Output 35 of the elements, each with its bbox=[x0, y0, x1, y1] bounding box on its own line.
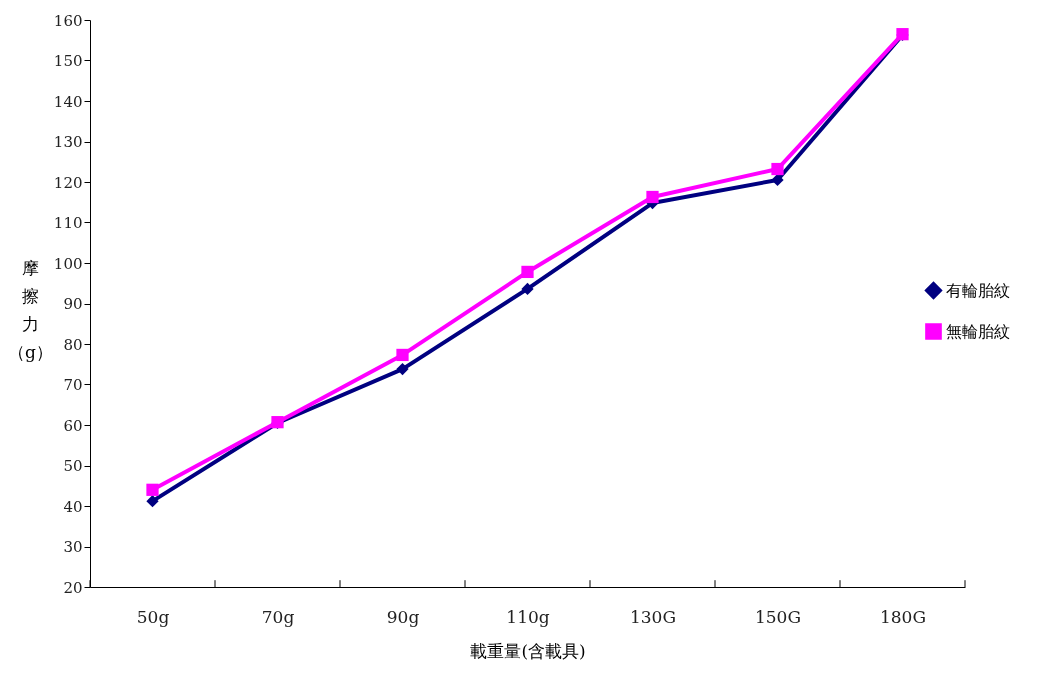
point bbox=[521, 265, 534, 279]
x-axis-title: 載重量(含載具) bbox=[470, 640, 586, 661]
legend-label: 無輪胎紋 bbox=[946, 321, 1010, 341]
x-tick-label: 90g bbox=[386, 606, 420, 627]
y-tick-label: 120 bbox=[53, 173, 83, 192]
point bbox=[771, 173, 784, 187]
x-tick-label: 150G bbox=[754, 606, 802, 627]
point bbox=[646, 190, 659, 204]
x-tick-label: 180G bbox=[879, 606, 927, 627]
y-tick-label: 100 bbox=[53, 254, 83, 273]
y-tick-label: 150 bbox=[53, 52, 83, 70]
x-tick-label: 70g bbox=[261, 606, 295, 627]
point bbox=[146, 483, 159, 496]
y-tick-label: 140 bbox=[53, 92, 83, 111]
point bbox=[396, 362, 409, 376]
y-tick-label: 90 bbox=[63, 295, 83, 313]
y-tick-label: 30 bbox=[63, 538, 83, 556]
x-tick-label: 130G bbox=[629, 606, 677, 627]
x-tick-label: 110g bbox=[506, 606, 550, 627]
y-tick-label: 110 bbox=[53, 214, 83, 232]
y-tick-label: 160 bbox=[53, 11, 83, 30]
legend-label: 有輪胎紋 bbox=[946, 280, 1010, 300]
y-tick-label: 50 bbox=[63, 457, 83, 475]
y-tick-label: 60 bbox=[63, 416, 83, 435]
y-tick-label: 70 bbox=[63, 376, 83, 394]
x-tick-label: 50g bbox=[136, 606, 170, 627]
point bbox=[771, 162, 784, 176]
point bbox=[521, 282, 534, 296]
y-tick-label: 20 bbox=[63, 578, 83, 597]
point bbox=[146, 495, 159, 508]
y-tick-label: 80 bbox=[63, 335, 83, 354]
y-axis-title: 摩擦力（g） bbox=[8, 257, 53, 362]
point bbox=[396, 348, 409, 362]
y-tick-label: 130 bbox=[53, 133, 83, 151]
y-tick-label: 40 bbox=[63, 497, 83, 516]
